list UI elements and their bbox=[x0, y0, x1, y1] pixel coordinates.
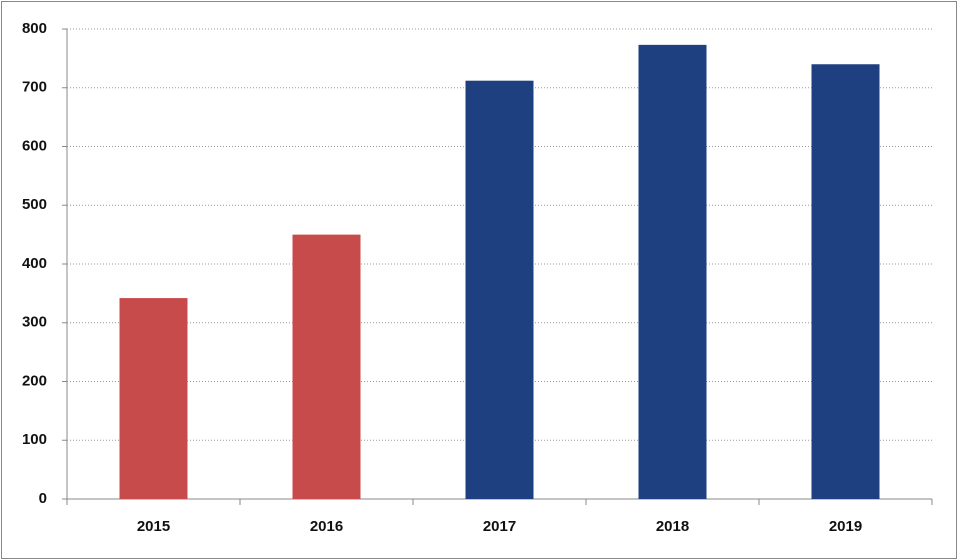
bar bbox=[465, 80, 534, 499]
y-tick-label: 200 bbox=[22, 372, 47, 389]
y-tick-label: 700 bbox=[22, 79, 47, 96]
y-tick-label: 800 bbox=[22, 20, 47, 37]
y-tick-label: 500 bbox=[22, 196, 47, 213]
x-tick-label: 2017 bbox=[483, 518, 516, 535]
y-tick-label: 100 bbox=[22, 431, 47, 448]
y-tick-label: 0 bbox=[39, 490, 47, 507]
y-tick-label: 600 bbox=[22, 137, 47, 154]
bar bbox=[638, 44, 707, 500]
x-tick-label: 2015 bbox=[137, 518, 170, 535]
x-tick-label: 2016 bbox=[310, 518, 343, 535]
y-tick-label: 300 bbox=[22, 314, 47, 331]
bar bbox=[811, 64, 880, 499]
x-tick-label: 2019 bbox=[829, 518, 862, 535]
y-tick-label: 400 bbox=[22, 255, 47, 272]
bar bbox=[292, 234, 361, 499]
bar bbox=[119, 298, 188, 499]
x-tick-label: 2018 bbox=[656, 518, 689, 535]
